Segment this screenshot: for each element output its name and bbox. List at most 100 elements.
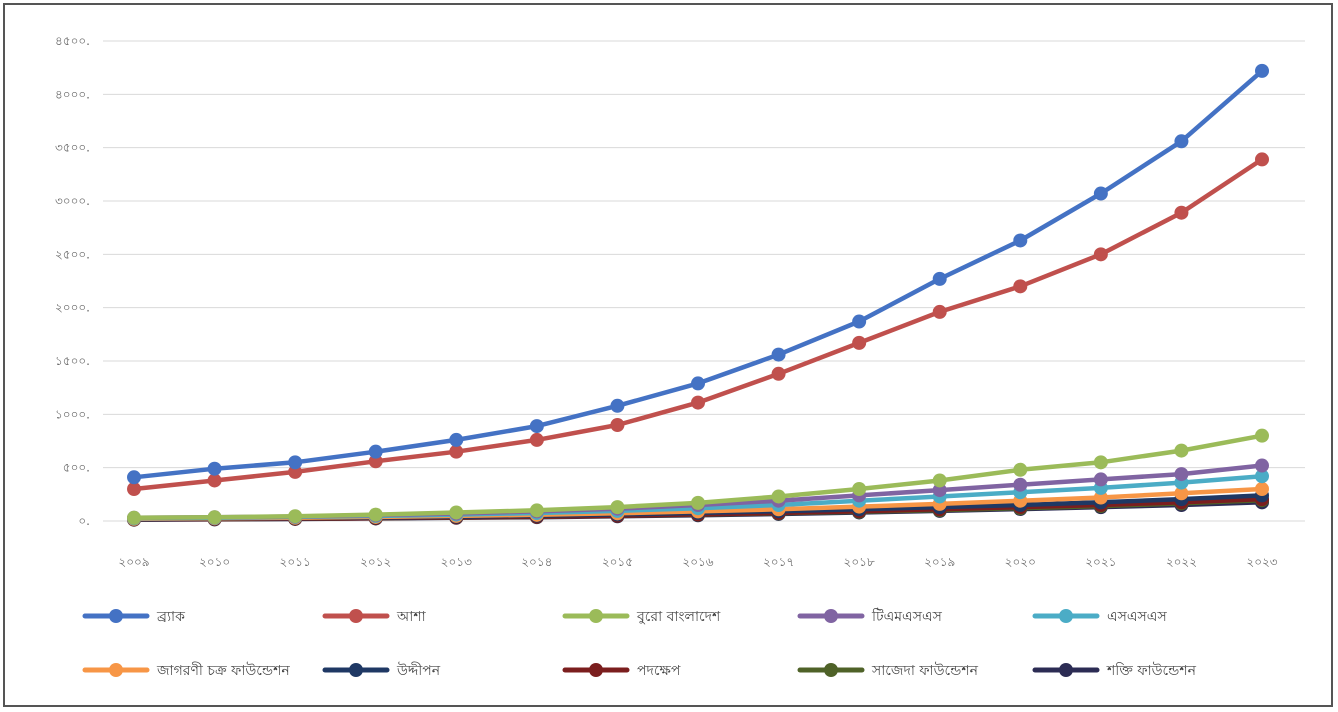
data-point [691, 495, 705, 510]
data-point [691, 376, 705, 391]
data-point [1255, 469, 1269, 484]
data-point [449, 505, 464, 520]
legend-swatch-marker [589, 663, 603, 677]
y-tick-label: ৪০০০. [55, 87, 90, 101]
data-point [1093, 247, 1108, 262]
data-point [1093, 186, 1108, 201]
data-point [127, 470, 141, 485]
data-point [288, 464, 303, 479]
data-point [449, 444, 464, 459]
data-point [1013, 279, 1028, 294]
legend-item: শক্তি ফাউন্ডেশন [1032, 662, 1197, 679]
y-tick-label: ৩০০০. [55, 194, 90, 208]
y-tick-label: ৪৫০০. [55, 34, 90, 48]
data-point [691, 395, 705, 410]
data-point [207, 461, 222, 476]
data-point [932, 304, 947, 319]
legend-swatch-marker [349, 663, 363, 677]
legend-item: এসএসএস [1032, 609, 1167, 625]
legend-item: সাজেদা ফাউন্ডেশন [797, 662, 979, 679]
x-tick-label: ২০১৬ [682, 555, 713, 569]
chart-frame [3, 3, 1333, 707]
data-point [127, 510, 141, 525]
legend-label: সাজেদা ফাউন্ডেশন [871, 662, 979, 679]
data-point [1255, 152, 1269, 167]
legend: ব্র্যাক আশা বুরো বাংলাদেশ টিএমএসএস এসএসএস জাগ… [82, 608, 1197, 679]
data-point [1174, 205, 1189, 220]
data-point [529, 419, 544, 434]
data-point [1013, 233, 1028, 248]
legend-label: আশা [396, 609, 427, 625]
data-point [1174, 134, 1189, 149]
data-point [852, 314, 867, 329]
x-tick-label: ২০২৩ [1246, 555, 1277, 569]
x-tick-label: ২০১৪ [521, 555, 552, 569]
legend-swatch-marker [349, 609, 363, 623]
legend-item: টিএমএসএস [797, 608, 943, 625]
x-tick-label: ২০১৮ [844, 555, 875, 569]
series-1 [127, 152, 1269, 496]
y-tick-label: ৩৫০০. [55, 141, 90, 155]
x-tick-label: ২০১২ [360, 555, 391, 569]
x-tick-label: ২০২১ [1085, 555, 1116, 569]
y-tick-label: ১০০০. [55, 407, 90, 421]
legend-swatch-marker [109, 609, 123, 623]
x-tick-label: ২০১০ [199, 555, 230, 569]
data-point [932, 271, 947, 286]
legend-item: উদ্দীপন [322, 662, 441, 679]
legend-item: ব্র্যাক [82, 609, 185, 625]
data-point [1255, 63, 1269, 78]
data-point [932, 473, 947, 488]
legend-swatch-marker [824, 609, 838, 623]
y-tick-label: ০. [78, 514, 90, 528]
data-point [1174, 486, 1189, 501]
legend-swatch-marker [589, 609, 603, 623]
legend-label: জাগরণী চক্র ফাউন্ডেশন [156, 662, 290, 679]
data-point [368, 444, 383, 459]
x-tick-label: ২০১৯ [924, 555, 955, 569]
legend-swatch-marker [1059, 663, 1073, 677]
data-point [127, 482, 141, 496]
series-line [131, 157, 1265, 492]
data-point [1255, 428, 1269, 443]
data-point [610, 500, 625, 515]
y-tick-label: ৫০০. [63, 461, 90, 475]
x-axis-ticks: ২০০৯ ২০১০ ২০১১ ২০১২ ২০১৩ ২০১৪ ২০১৫ ২০১৬ ২০১৭ ২০১৮… [118, 555, 1277, 569]
data-point [1255, 482, 1269, 496]
data-point [1174, 443, 1189, 458]
data-point [852, 335, 867, 350]
data-point [1174, 467, 1189, 482]
data-point [610, 418, 625, 432]
data-point [368, 454, 383, 469]
data-point [529, 432, 544, 447]
legend-label: পদক্ষেপ [637, 663, 681, 679]
data-point [1093, 490, 1108, 505]
x-tick-label: ২০১১ [280, 555, 311, 569]
data-point [771, 347, 786, 362]
legend-label: উদ্দীপন [396, 662, 441, 679]
data-point [1013, 462, 1028, 477]
data-point [207, 510, 222, 525]
x-tick-label: ২০২২ [1166, 555, 1197, 569]
data-point [1093, 455, 1108, 470]
data-point [1013, 477, 1028, 492]
series-group [127, 63, 1269, 527]
data-point [368, 507, 383, 522]
gridlines [103, 40, 1305, 522]
x-tick-label: ২০১৩ [441, 555, 472, 569]
data-point [932, 483, 947, 498]
y-axis-ticks: ০. ৫০০. ১০০০. ১৫০০. ২০০০. ২৫০০. ৩০০০. ৩৫০০. ৪০০০… [55, 34, 90, 528]
series-0 [127, 63, 1269, 485]
legend-label: বুরো বাংলাদেশ [636, 609, 721, 625]
x-tick-label: ২০০৯ [118, 555, 149, 569]
y-tick-label: ২০০০. [55, 301, 90, 315]
legend-swatch-marker [1059, 609, 1073, 623]
data-point [771, 366, 786, 381]
legend-item: জাগরণী চক্র ফাউন্ডেশন [82, 662, 290, 679]
legend-item: আশা [322, 609, 427, 625]
legend-label: এসএসএস [1107, 609, 1167, 625]
data-point [449, 432, 464, 447]
data-point [771, 489, 786, 504]
data-point [529, 503, 544, 518]
